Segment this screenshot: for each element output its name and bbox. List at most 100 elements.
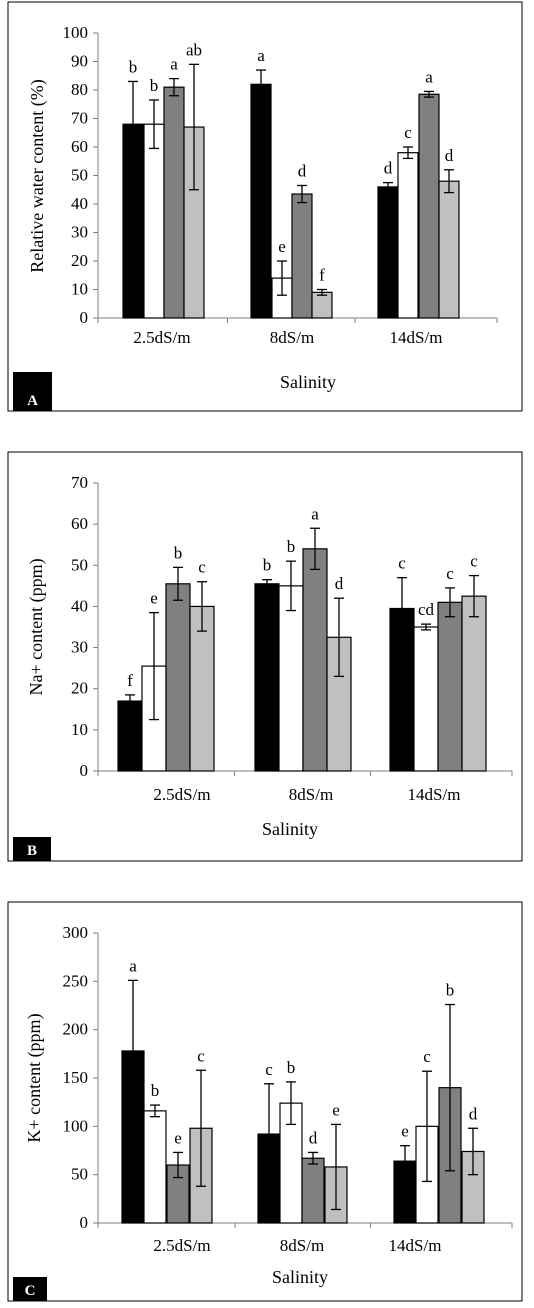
y-tick-label: 20 bbox=[71, 679, 88, 698]
x-tick-label: 8dS/m bbox=[280, 1236, 324, 1255]
significance-letter: e bbox=[278, 237, 286, 256]
x-axis-title: Salinity bbox=[262, 819, 318, 839]
y-tick-label: 50 bbox=[71, 166, 88, 185]
bar bbox=[377, 186, 399, 319]
significance-letter: c bbox=[404, 123, 412, 142]
significance-letter: e bbox=[150, 589, 158, 608]
y-tick-label: 50 bbox=[71, 555, 88, 574]
bar bbox=[302, 548, 328, 772]
x-tick-label: 8dS/m bbox=[270, 328, 314, 347]
y-axis-title: K+ content (ppm) bbox=[24, 1013, 45, 1142]
bar bbox=[254, 583, 280, 772]
significance-letter: b bbox=[129, 57, 138, 76]
panel-label-badge bbox=[13, 1277, 47, 1301]
y-tick-label: 90 bbox=[71, 52, 88, 71]
y-tick-label: 30 bbox=[71, 223, 88, 242]
y-axis-title: Na+ content (ppm) bbox=[26, 558, 47, 695]
y-tick-label: 0 bbox=[80, 308, 89, 327]
y-tick-label: 40 bbox=[71, 194, 88, 213]
y-tick-label: 70 bbox=[71, 109, 88, 128]
bar bbox=[301, 1157, 325, 1224]
panel-label: B bbox=[27, 843, 37, 859]
x-tick-label: 2.5dS/m bbox=[153, 1236, 210, 1255]
bar bbox=[163, 86, 185, 319]
x-axis-title: Salinity bbox=[272, 1267, 328, 1287]
significance-letter: b bbox=[150, 76, 159, 95]
panel-frame bbox=[7, 1, 523, 412]
significance-letter: b bbox=[174, 543, 183, 562]
bar bbox=[189, 605, 215, 772]
chart-svg-a: A0102030405060708090100badbecadaabfd2.5d… bbox=[7, 1, 523, 412]
panel-frame bbox=[7, 451, 523, 862]
x-axis-title: Salinity bbox=[280, 372, 336, 392]
panel-label-badge bbox=[13, 837, 51, 861]
bar bbox=[438, 180, 460, 319]
significance-letter: d bbox=[384, 159, 393, 178]
significance-letter: d bbox=[298, 161, 307, 180]
significance-letter: c bbox=[398, 554, 406, 573]
significance-letter: b bbox=[446, 981, 455, 1000]
significance-letter: f bbox=[319, 266, 325, 285]
significance-letter: a bbox=[170, 55, 178, 74]
significance-letter: b bbox=[287, 1058, 296, 1077]
panel-label: C bbox=[25, 1283, 36, 1299]
bar bbox=[437, 601, 463, 772]
significance-letter: f bbox=[127, 671, 133, 690]
significance-letter: cd bbox=[418, 600, 435, 619]
significance-letter: e bbox=[174, 1128, 182, 1147]
bar bbox=[143, 1110, 167, 1224]
significance-letter: b bbox=[263, 556, 272, 575]
significance-letter: e bbox=[332, 1100, 340, 1119]
panel-label-badge bbox=[13, 372, 52, 411]
significance-letter: c bbox=[446, 564, 454, 583]
y-tick-label: 100 bbox=[63, 1116, 89, 1135]
y-tick-label: 40 bbox=[71, 596, 88, 615]
significance-letter: a bbox=[257, 46, 265, 65]
significance-letter: c bbox=[423, 1047, 431, 1066]
bar bbox=[250, 83, 272, 319]
y-axis-title: Relative water content (%) bbox=[27, 79, 48, 272]
panel-label: A bbox=[27, 393, 38, 409]
y-tick-label: 0 bbox=[80, 1213, 89, 1232]
panel-frame bbox=[7, 901, 523, 1302]
y-tick-label: 50 bbox=[71, 1165, 88, 1184]
significance-letter: c bbox=[198, 558, 206, 577]
bar bbox=[117, 700, 143, 772]
y-tick-label: 10 bbox=[71, 720, 88, 739]
y-tick-label: 200 bbox=[63, 1020, 89, 1039]
chart-panel-a: A 0 10 20 30 40 50 60 70 80 90 100 b a d b e c a d a ab f d 2.5d… bbox=[0, 0, 534, 415]
significance-letter: b bbox=[151, 1081, 160, 1100]
y-tick-label: 70 bbox=[71, 473, 88, 492]
y-tick-label: 150 bbox=[63, 1068, 89, 1087]
significance-letter: d bbox=[309, 1128, 318, 1147]
x-tick-label: 14dS/m bbox=[390, 328, 443, 347]
bar bbox=[397, 152, 419, 319]
x-tick-label: 14dS/m bbox=[389, 1236, 442, 1255]
bar bbox=[278, 585, 304, 772]
y-tick-label: 0 bbox=[80, 761, 89, 780]
y-tick-label: 30 bbox=[71, 638, 88, 657]
chart-panel-c: C 0 50 100 150 200 250 300 a c e b b c e d b c e d 2.5dS/m 8d… bbox=[0, 900, 534, 1303]
y-tick-label: 60 bbox=[71, 514, 88, 533]
bar bbox=[165, 583, 191, 772]
significance-letter: b bbox=[287, 537, 296, 556]
significance-letter: d bbox=[469, 1104, 478, 1123]
significance-letter: e bbox=[401, 1122, 409, 1141]
significance-letter: c bbox=[470, 552, 478, 571]
bar bbox=[291, 193, 313, 319]
y-tick-label: 20 bbox=[71, 251, 88, 270]
chart-panel-b: B 0 10 20 30 40 50 60 70 f b c e b cd b a c c d c 2.5dS/m 8dS/… bbox=[0, 450, 534, 865]
significance-letter: d bbox=[335, 574, 344, 593]
significance-letter: ab bbox=[186, 40, 202, 59]
y-tick-label: 10 bbox=[71, 280, 88, 299]
bar bbox=[418, 93, 440, 319]
y-tick-label: 100 bbox=[63, 23, 89, 42]
x-tick-label: 2.5dS/m bbox=[153, 785, 210, 804]
significance-letter: a bbox=[311, 504, 319, 523]
x-tick-label: 2.5dS/m bbox=[133, 328, 190, 347]
bar bbox=[311, 291, 333, 319]
bar bbox=[143, 123, 165, 319]
significance-letter: a bbox=[129, 956, 137, 975]
